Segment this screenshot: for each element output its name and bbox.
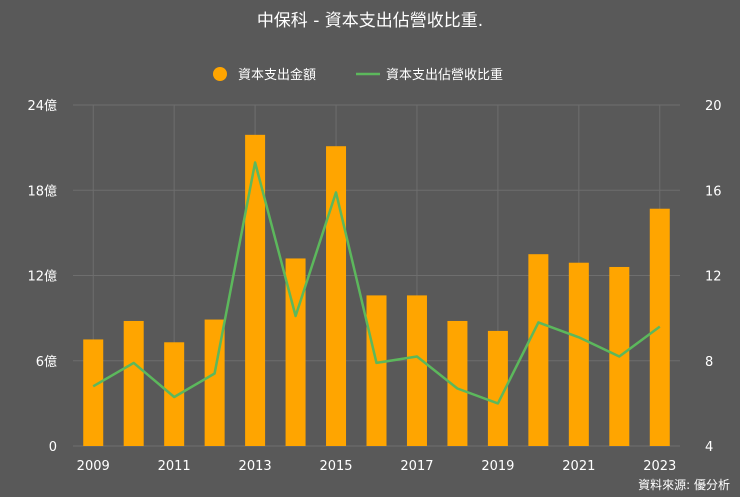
- x-tick-label: 2017: [400, 459, 433, 474]
- y-axis-right: 4 8 12 16 20: [705, 99, 722, 455]
- x-tick-label: 2015: [319, 459, 352, 474]
- y-right-tick-label: 16: [705, 184, 722, 199]
- bar-2020: [528, 254, 548, 446]
- y-right-tick-label: 8: [705, 355, 713, 370]
- y-right-tick-label: 12: [705, 270, 722, 285]
- bar-2017: [407, 295, 427, 446]
- chart-title: 中保科 - 資本支出佔營收比重.: [257, 11, 483, 31]
- legend: 資本支出金額 資本支出佔營收比重: [213, 67, 503, 83]
- legend-label-line: 資本支出佔營收比重: [386, 67, 503, 83]
- x-axis: 2009 2011 2013 2015 2017 2019 2021 2023: [77, 459, 677, 474]
- bar-series: [83, 135, 670, 446]
- y-left-tick-label: 12億: [27, 269, 57, 285]
- x-tick-label: 2023: [643, 459, 676, 474]
- y-axis-left: 0 6億 12億 18億 24億: [27, 98, 57, 455]
- legend-label-bar: 資本支出金額: [238, 67, 316, 83]
- x-tick-label: 2009: [77, 459, 110, 474]
- legend-marker-bar: [213, 67, 227, 81]
- y-right-tick-label: 4: [705, 440, 713, 455]
- y-left-tick-label: 6億: [36, 354, 57, 370]
- x-tick-label: 2019: [481, 459, 514, 474]
- bar-2013: [245, 135, 265, 446]
- y-left-tick-label: 0: [49, 440, 57, 455]
- bar-2009: [83, 339, 103, 446]
- y-left-tick-label: 18億: [27, 183, 57, 199]
- x-tick-label: 2021: [562, 459, 595, 474]
- y-left-tick-label: 24億: [27, 98, 57, 114]
- bar-2021: [569, 263, 589, 446]
- bar-2016: [367, 295, 387, 446]
- x-tick-label: 2011: [158, 459, 191, 474]
- source-note: 資料來源: 優分析: [638, 478, 730, 492]
- y-right-tick-label: 20: [705, 99, 722, 114]
- bar-2010: [124, 321, 144, 446]
- x-tick-label: 2013: [239, 459, 272, 474]
